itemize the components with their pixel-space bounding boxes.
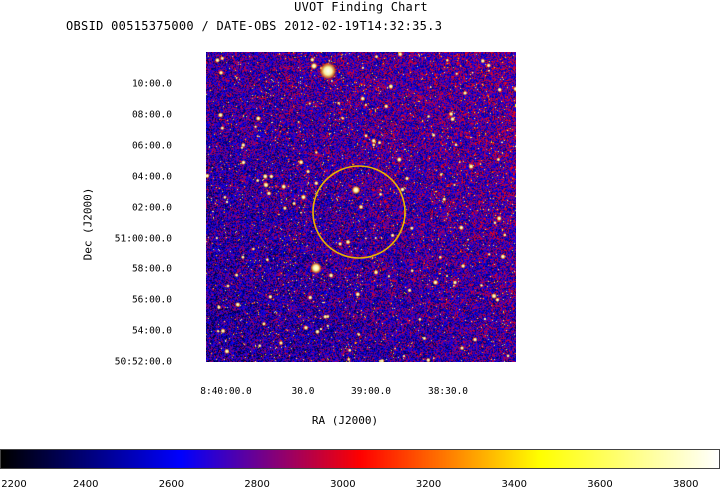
y-tick-label: 02:00.0 (131, 202, 172, 214)
colorbar-tick-label: 2800 (244, 479, 270, 490)
colorbar-tick-label: 2600 (158, 479, 185, 490)
y-tick-label: 58:00.0 (131, 263, 172, 275)
colorbar-tick-label: 3800 (672, 479, 699, 490)
colorbar-tick-label: 3400 (501, 479, 528, 490)
colorbar (0, 449, 720, 469)
y-tick-label: 51:00:00.0 (114, 233, 172, 244)
chart-title: UVOT Finding Chart (294, 0, 428, 14)
y-tick-label: 54:00.0 (131, 325, 172, 337)
y-tick-label: 04:00.0 (131, 171, 172, 183)
y-tick-label: 08:00.0 (131, 109, 172, 121)
x-tick-label: 8:40:00.0 (200, 386, 252, 397)
y-tick-label: 50:52:00.0 (114, 356, 172, 368)
y-axis-label: Dec (J2000) (81, 187, 95, 261)
colorbar-tick-label: 2400 (72, 479, 99, 490)
x-axis-label: RA (J2000) (311, 414, 379, 427)
colorbar-tick-label: 2200 (1, 479, 27, 490)
colorbar-tick-label: 3000 (330, 479, 356, 490)
chart-subtitle: OBSID 00515375000 / DATE-OBS 2012-02-19T… (66, 19, 443, 33)
y-tick-label: 10:00.0 (131, 78, 172, 90)
y-tick-label: 56:00.0 (131, 294, 172, 306)
sky-image (206, 52, 516, 362)
colorbar-tick-label: 3200 (415, 479, 442, 490)
colorbar-tick-label: 3600 (587, 479, 613, 490)
x-tick-label: 30.0 (291, 386, 315, 397)
sky-heatmap (206, 52, 516, 362)
x-tick-label: 39:00.0 (350, 386, 392, 397)
y-tick-label: 06:00.0 (131, 140, 172, 152)
x-tick-label: 38:30.0 (427, 386, 469, 397)
